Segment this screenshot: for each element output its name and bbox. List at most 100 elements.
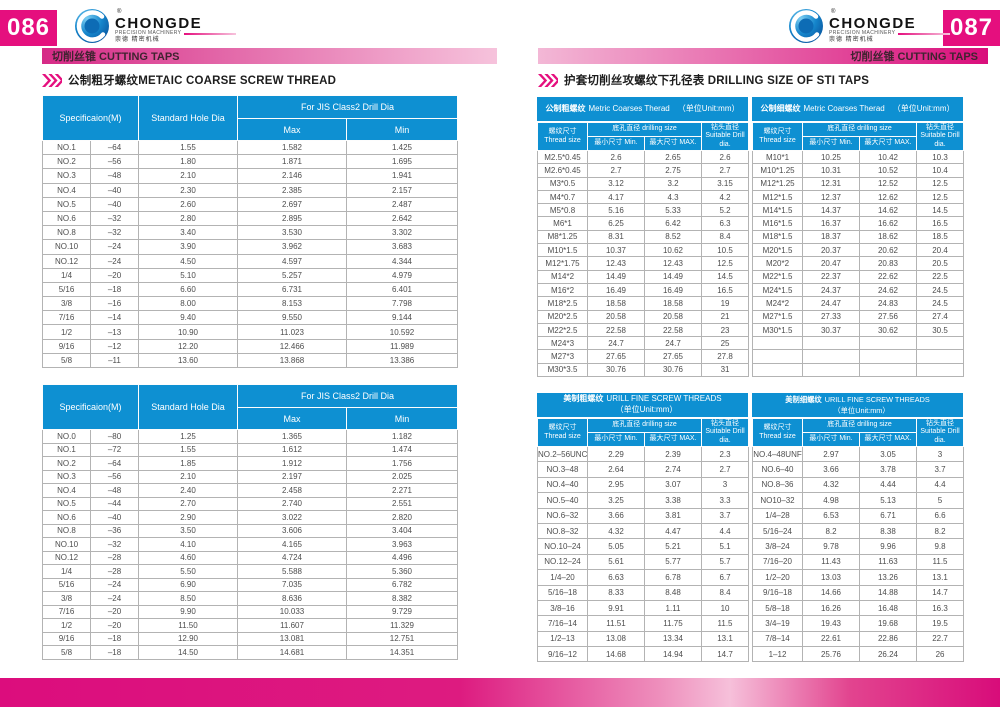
globe-logo-icon	[789, 9, 823, 43]
data-table: 螺纹尺寸 Thread size 底孔直径 drilling size 钻头直径 S…	[537, 122, 750, 378]
col-header-standard-hole-dia: Standard Hole Dia	[138, 384, 238, 430]
col-header-drilling-size: 底孔直径 drilling size	[801, 418, 918, 433]
table-cell: 1.474	[345, 442, 459, 457]
table-cell: 5.7	[701, 553, 750, 571]
table-cell: 5.21	[643, 538, 703, 555]
table-cell: 4.4	[916, 476, 965, 494]
table-cell: 12.5	[916, 189, 965, 205]
table-cell: 30.76	[643, 362, 703, 378]
table-cell: 7.035	[237, 577, 347, 592]
table-row: NO.2 –64 1.85 1.912 1.756	[42, 456, 459, 471]
table-cell: 2.10	[138, 168, 238, 184]
table-cell: 6.53	[802, 507, 860, 524]
table-cell: 1.695	[345, 154, 459, 170]
table-cell: NO.5	[42, 196, 91, 212]
table-cell: 7.798	[345, 296, 459, 312]
table-title-cn: 美制细螺纹	[785, 394, 822, 404]
table-cell: 1.582	[237, 139, 347, 156]
table-cell: 1.182	[345, 429, 459, 444]
table-row: 3/8 –16 8.00 8.153 7.798	[42, 296, 459, 312]
table-cell: 10.25	[802, 149, 860, 165]
table-cell: 13.081	[237, 631, 347, 646]
triple-chevron-icon	[538, 73, 558, 87]
table-cell: 3.302	[345, 225, 459, 241]
table-cell: 2.895	[237, 210, 347, 227]
table-cell: 3/4–19	[752, 615, 803, 632]
table-row: NO.8–36 4.32 4.44 4.4	[752, 476, 965, 494]
table-cell: NO.8–32	[537, 522, 588, 540]
table-cell: 2.642	[345, 210, 459, 227]
table-row: M5*0.8 5.16 5.33 5.2	[537, 203, 750, 218]
table-row: NO.6 –40 2.90 3.022 2.820	[42, 510, 459, 525]
table-cell: 16.5	[916, 216, 965, 231]
table-cell: 3.15	[701, 176, 750, 191]
table-cell: 12.5	[916, 176, 965, 191]
table-cell: 4.47	[643, 522, 703, 540]
table-cell: 24.5	[916, 296, 965, 311]
table-cell: 3.022	[237, 510, 347, 525]
table-row: M6*1 6.25 6.42 6.3	[537, 216, 750, 231]
chongde-logo: ® CHONGDE PRECISION MACHINERY 崇德 精密机械	[74, 8, 237, 44]
table-row: 1/2 –13 10.90 11.023 10.592	[42, 324, 459, 340]
table-cell: 2.7	[587, 163, 645, 178]
table-cell: 1.55	[138, 139, 238, 156]
table-cell: 2.10	[138, 469, 238, 484]
metric-coarse-sti-table: 公制粗螺纹 Metric Coarses Therad （单位Unit:mm） …	[537, 97, 750, 378]
table-cell: 24.83	[858, 296, 918, 311]
table-cell: 3.40	[138, 225, 238, 241]
table-cell: 2.3	[701, 445, 750, 463]
table-cell: –14	[90, 310, 139, 326]
table-cell: 5.588	[237, 564, 347, 579]
section-bar-label: 切削丝锥 CUTTING TAPS	[52, 51, 180, 63]
table-cell: 4.17	[587, 189, 645, 205]
table-cell: 11.989	[345, 338, 459, 354]
table-cell: 8.50	[138, 591, 238, 606]
table-row: NO.0 –80 1.25 1.365 1.182	[42, 429, 459, 444]
table-cell: 5.16	[587, 203, 645, 218]
table-row: NO.6–32 3.66 3.81 3.7	[537, 507, 750, 524]
table-cell: 12.20	[138, 338, 238, 354]
table-cell: 10.3	[916, 149, 965, 165]
table-cell: 13.386	[345, 352, 459, 369]
table-cell: M20*2.5	[537, 309, 588, 324]
table-cell: NO.6–32	[537, 507, 588, 524]
table-row: 1/4 –20 5.10 5.257 4.979	[42, 267, 459, 283]
table-cell: 12.751	[345, 631, 459, 646]
table-cell: –28	[90, 564, 139, 579]
table-cell: 3	[701, 476, 750, 494]
col-header-thread-size: 螺纹尺寸 Thread size	[537, 122, 588, 151]
table-title: 公制粗螺纹 Metric Coarses Therad （单位Unit:mm）	[537, 97, 748, 122]
table-cell: NO.8	[42, 523, 91, 538]
table-cell: 6.6	[916, 507, 965, 524]
table-cell: M18*2.5	[537, 296, 588, 311]
table-row: NO.8 –36 3.50 3.606 3.404	[42, 523, 459, 538]
table-cell: 24.7	[587, 336, 645, 351]
table-cell: 6.71	[858, 507, 918, 524]
table-row: NO.8–32 4.32 4.47 4.4	[537, 522, 750, 540]
table-cell	[858, 362, 918, 378]
table-cell: 7/16–14	[537, 615, 588, 632]
table-cell: 2.385	[237, 182, 347, 198]
table-cell: 4.979	[345, 267, 459, 283]
table-row: M10*1 10.25 10.42 10.3	[752, 149, 965, 165]
table-row: 5/16 –24 6.90 7.035 6.782	[42, 577, 459, 592]
col-header-max: Max	[237, 118, 347, 141]
col-header-specification: Specificaion(M)	[42, 95, 139, 141]
table-cell: 11.329	[345, 618, 459, 633]
table-cell: 12.43	[587, 256, 645, 271]
table-cell: 2.197	[237, 469, 347, 484]
table-cell: 2.74	[643, 461, 703, 478]
table-row: M22*1.5 22.37 22.62 22.5	[752, 269, 965, 284]
brand-name-chinese: 崇德 精密机械	[115, 36, 160, 43]
table-cell: 20.58	[643, 309, 703, 324]
table-cell: 14.5	[701, 269, 750, 284]
table-row: NO.4 –40 2.30 2.385 2.157	[42, 182, 459, 198]
table-cell: 2.7	[701, 163, 750, 178]
table-row: M10*1.5 10.37 10.62 10.5	[537, 243, 750, 258]
table-cell: 16.3	[916, 599, 965, 617]
table-cell: 23	[701, 322, 750, 338]
table-cell: 9/16	[42, 338, 91, 354]
table-cell: 13.1	[916, 569, 965, 586]
table-row: M12*1.25 12.31 12.52 12.5	[752, 176, 965, 191]
table-cell: NO.1	[42, 442, 91, 457]
